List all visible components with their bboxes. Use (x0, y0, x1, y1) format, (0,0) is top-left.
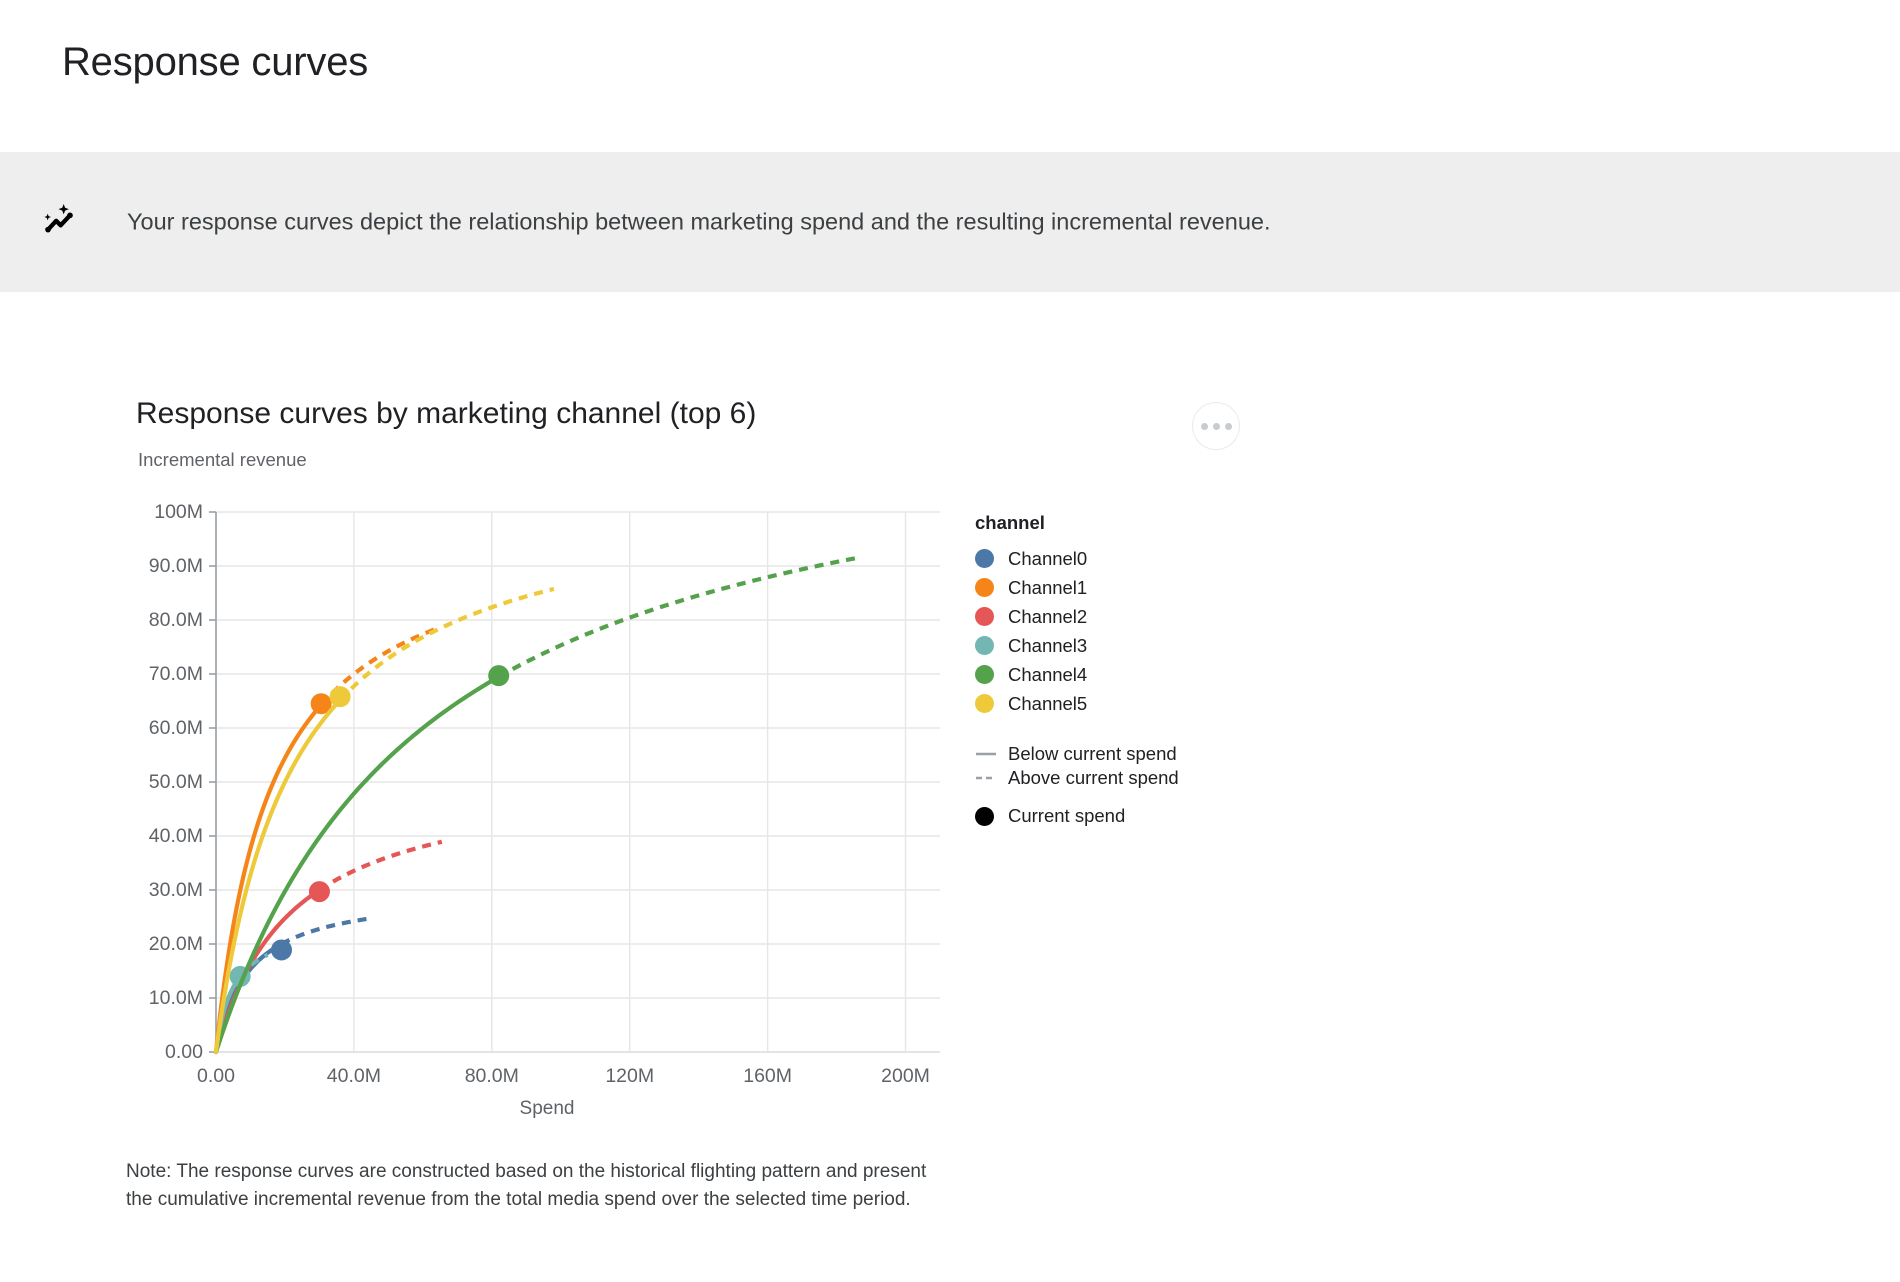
legend-channel-items: Channel0 Channel1 Channel2 Channel3 Channel4… (975, 544, 1235, 718)
current-spend-marker (488, 665, 510, 687)
curve-above-current-spend (497, 555, 862, 679)
plot-svg: 0.00 10.0M 20.0M 30.0M 40.0M 50.0M 60.0M 70.0M 8… (149, 501, 940, 1087)
y-tick-label: 30.0M (149, 879, 203, 901)
legend-spacer (975, 790, 1235, 804)
series-channel5[interactable] (213, 586, 555, 1055)
more-dot-icon (1224, 422, 1232, 430)
y-axis-ticks: 0.00 10.0M 20.0M 30.0M 40.0M 50.0M 60.0M 70.0M 8… (149, 501, 216, 1063)
legend-swatch-icon (975, 578, 994, 597)
legend-item-current-spend[interactable]: Current spend (975, 804, 1235, 828)
legend-item-label: Current spend (1008, 805, 1126, 826)
y-tick-label: 10.0M (149, 987, 203, 1009)
x-tick-label: 200M (881, 1065, 930, 1087)
x-axis-ticks: 0.00 40.0M 80.0M 120M 160M 200M (197, 1065, 930, 1087)
y-tick-label: 0.00 (165, 1041, 203, 1063)
legend-item-channel5[interactable]: Channel5 (975, 689, 1235, 718)
legend-item-label: Channel4 (1008, 663, 1088, 685)
curve-above-current-spend (338, 586, 555, 702)
legend-item-label: Channel3 (1008, 634, 1088, 656)
dashed-line-icon (976, 776, 996, 780)
page-title: Response curves (62, 40, 369, 84)
legend-item-label: Channel2 (1008, 605, 1088, 627)
curve-above-current-spend (318, 839, 443, 892)
legend-swatch-icon (975, 694, 994, 713)
legend-item-below-current-spend[interactable]: Below current spend (975, 742, 1235, 766)
x-axis-title: Spend (519, 1098, 575, 1119)
response-curves-plot: 0.00 10.0M 20.0M 30.0M 40.0M 50.0M 60.0M 70.0M 8… (130, 490, 960, 1087)
y-tick-label: 40.0M (149, 825, 203, 847)
x-tick-label: 40.0M (327, 1065, 381, 1087)
legend-item-channel3[interactable]: Channel3 (975, 631, 1235, 660)
legend-item-label: Channel0 (1008, 547, 1088, 569)
current-spend-marker (329, 686, 351, 708)
current-spend-marker (271, 939, 293, 961)
legend-title: channel (975, 512, 1045, 533)
response-curves (213, 555, 862, 1055)
chart-more-options-button[interactable] (1192, 402, 1240, 450)
plot-gridlines (215, 511, 940, 1053)
y-tick-label: 100M (154, 501, 203, 523)
current-spend-marker (310, 693, 332, 715)
more-dot-icon (1200, 422, 1208, 430)
y-tick-label: 20.0M (149, 933, 203, 955)
legend-item-label: Below current spend (1008, 743, 1177, 764)
legend-swatch-icon (975, 665, 994, 684)
chart-note: Note: The response curves are constructe… (126, 1161, 927, 1211)
insights-sparkle-icon (40, 201, 82, 243)
series-channel1[interactable] (213, 625, 442, 1055)
series-channel4[interactable] (213, 555, 862, 1055)
y-tick-label: 50.0M (149, 771, 203, 793)
curve-above-current-spend (280, 916, 373, 946)
y-tick-label: 80.0M (149, 609, 203, 631)
insight-banner: Your response curves depict the relation… (0, 152, 1900, 292)
chart-title: Response curves by marketing channel (to… (136, 397, 757, 430)
legend-style-items: Below current spend Above current spend (975, 742, 1235, 790)
legend-item-channel0[interactable]: Channel0 (975, 544, 1235, 573)
more-dot-icon (1212, 422, 1220, 430)
response-curves-chart-card: Response curves by marketing channel (to… (0, 292, 1900, 1282)
insight-banner-text: Your response curves depict the relation… (127, 208, 1271, 235)
legend-item-channel1[interactable]: Channel1 (975, 573, 1235, 602)
x-tick-label: 0.00 (197, 1065, 235, 1087)
legend-swatch-icon (975, 549, 994, 568)
legend-swatch-icon (975, 607, 994, 626)
legend-item-label: Above current spend (1008, 767, 1179, 788)
x-tick-label: 120M (605, 1065, 654, 1087)
legend-swatch-icon (975, 636, 994, 655)
current-spend-marker (308, 881, 330, 903)
legend-item-channel4[interactable]: Channel4 (975, 660, 1235, 689)
solid-line-icon (976, 752, 996, 756)
legend-item-label: Channel5 (1008, 692, 1088, 714)
current-spend-dot-icon (975, 806, 994, 826)
legend-item-label: Channel1 (1008, 576, 1088, 598)
chart-subtitle: Incremental revenue (138, 449, 307, 470)
curve-below-current-spend (213, 702, 324, 1055)
page-header: Response curves (0, 0, 1900, 152)
y-tick-label: 70.0M (149, 663, 203, 685)
y-tick-label: 90.0M (149, 555, 203, 577)
legend-item-above-current-spend[interactable]: Above current spend (975, 766, 1235, 790)
curve-below-current-spend (213, 697, 343, 1055)
x-tick-label: 80.0M (465, 1065, 519, 1087)
legend-item-channel2[interactable]: Channel2 (975, 602, 1235, 631)
curve-below-current-spend (213, 674, 501, 1055)
y-tick-label: 60.0M (149, 717, 203, 739)
chart-legend: channel Channel0 Channel1 Channel2 Channel3… (975, 512, 1235, 828)
legend-divider (975, 718, 1235, 742)
x-tick-label: 160M (743, 1065, 792, 1087)
